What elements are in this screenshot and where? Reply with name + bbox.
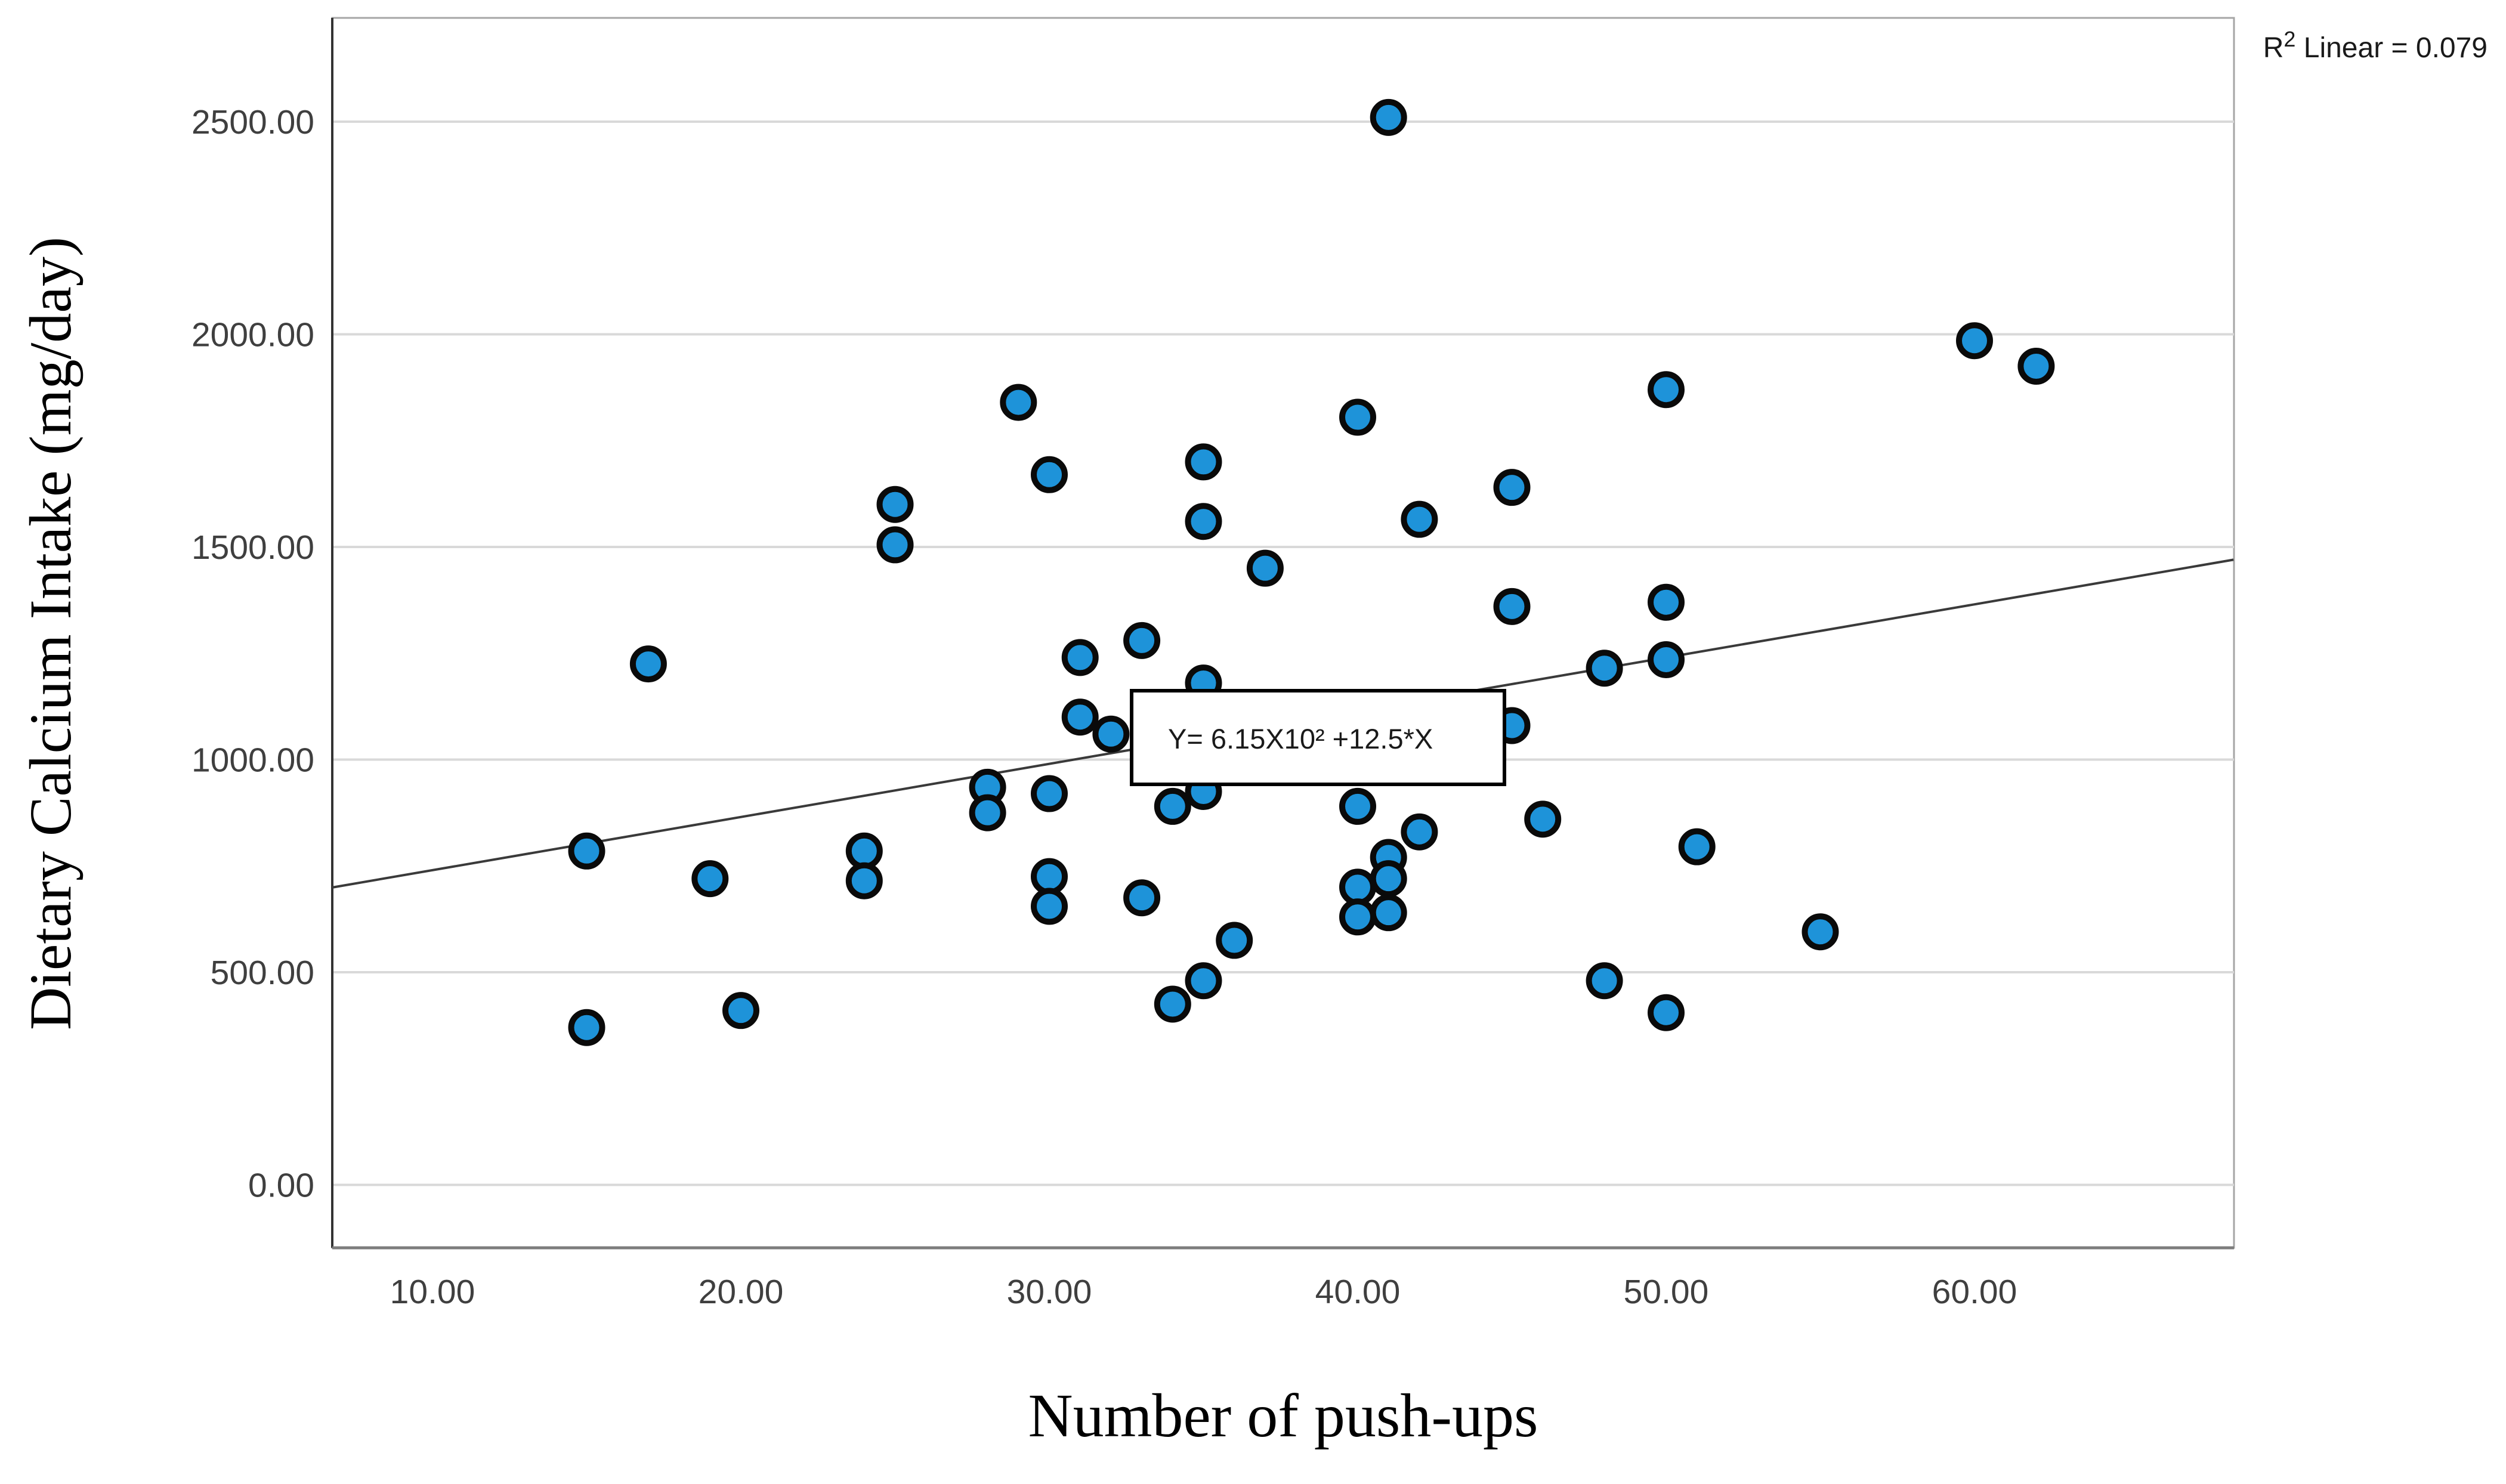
x-tick-label: 30.00 — [1007, 1273, 1092, 1311]
data-point — [691, 860, 729, 898]
data-point — [1031, 775, 1068, 812]
plot-frame — [331, 17, 2235, 1249]
y-tick-labels: 0.00 500.00 1000.00 1500.00 2000.00 2500.00 — [191, 103, 314, 1205]
data-point — [1586, 650, 1623, 687]
data-point — [845, 862, 883, 899]
data-point — [568, 1009, 605, 1046]
data-point — [722, 992, 759, 1029]
y-tick-label: 1000.00 — [191, 741, 314, 780]
data-point — [845, 832, 883, 870]
y-tick-label: 2500.00 — [191, 103, 314, 141]
data-point — [969, 794, 1006, 831]
data-point — [1370, 894, 1407, 932]
equation-annotation: Y= 6.15X10² +12.5*X — [1130, 689, 1506, 786]
data-point — [1123, 622, 1161, 659]
data-point — [1246, 549, 1284, 587]
data-point — [1956, 322, 1993, 360]
x-tick-label: 50.00 — [1624, 1273, 1709, 1311]
data-point — [1216, 922, 1253, 959]
data-point — [1092, 715, 1130, 753]
x-tick-label: 10.00 — [390, 1273, 475, 1311]
data-point — [629, 645, 667, 683]
x-tick-label: 40.00 — [1315, 1273, 1401, 1311]
data-point — [1031, 456, 1068, 493]
data-point — [1648, 994, 1685, 1031]
data-point — [876, 526, 914, 564]
data-point — [1339, 868, 1376, 906]
data-point — [1524, 800, 1562, 838]
data-point — [1648, 371, 1685, 409]
y-tick-label: 0.00 — [248, 1167, 314, 1205]
data-point — [1185, 503, 1222, 540]
data-point — [1031, 858, 1068, 895]
data-point — [1586, 962, 1623, 1000]
x-tick-labels: 10.00 20.00 30.00 40.00 50.00 60.00 — [390, 1273, 2017, 1311]
data-point — [1339, 787, 1376, 825]
data-point — [1061, 639, 1099, 676]
data-points — [568, 98, 2055, 1046]
r-squared-sup: 2 — [2283, 27, 2295, 51]
data-point — [1401, 500, 1438, 538]
gridlines — [332, 120, 2234, 1186]
equation-box — [1130, 689, 1506, 786]
data-point — [1493, 469, 1531, 506]
data-point — [1000, 384, 1037, 421]
data-point — [1154, 985, 1191, 1023]
data-point — [1493, 588, 1531, 625]
data-point — [1185, 443, 1222, 481]
equation-label: Y= 6.15X10² +12.5*X — [1168, 723, 1433, 755]
data-point — [1339, 898, 1376, 936]
r-squared-annotation: R2 Linear = 0.079 — [2263, 27, 2488, 64]
data-point — [1802, 913, 1839, 951]
y-tick-label: 500.00 — [211, 954, 314, 992]
data-point — [1370, 860, 1407, 898]
x-tick-label: 20.00 — [699, 1273, 784, 1311]
data-point — [1031, 888, 1068, 925]
data-point — [2017, 347, 2055, 385]
y-axis-title: Dietary Calcium Intake (mg/day) — [17, 237, 84, 1030]
data-point — [568, 832, 605, 870]
data-point — [1339, 398, 1376, 436]
data-point — [1401, 813, 1438, 851]
data-point — [876, 486, 914, 523]
y-tick-label: 2000.00 — [191, 316, 314, 354]
data-point — [1370, 98, 1407, 136]
data-point — [1123, 879, 1161, 917]
data-point — [1061, 698, 1099, 736]
data-point — [1678, 828, 1716, 865]
data-point — [1648, 583, 1685, 621]
r-squared-rest: Linear = 0.079 — [2295, 32, 2488, 64]
data-point — [1648, 641, 1685, 678]
x-tick-label: 60.00 — [1932, 1273, 2017, 1311]
x-axis-title: Number of push-ups — [1028, 1381, 1538, 1450]
y-tick-label: 1500.00 — [191, 528, 314, 567]
data-point — [1185, 962, 1222, 1000]
r-squared-base: R — [2263, 32, 2284, 64]
data-point — [1154, 787, 1191, 825]
